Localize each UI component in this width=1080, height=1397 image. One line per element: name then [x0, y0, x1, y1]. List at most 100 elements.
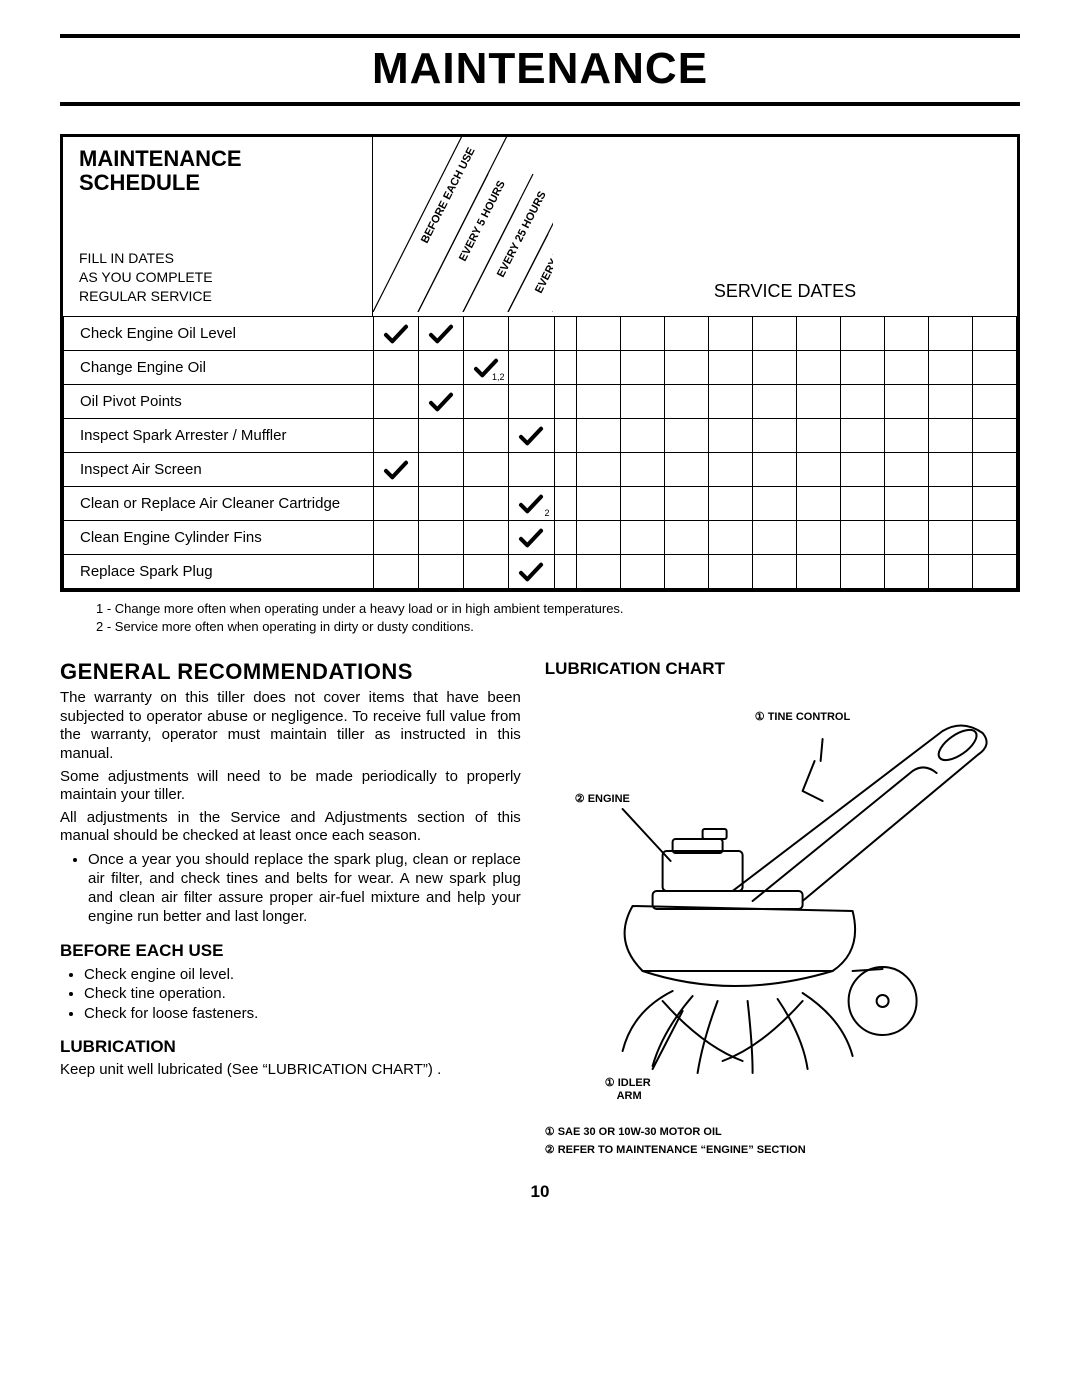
service-date-cell[interactable]	[840, 385, 884, 419]
service-date-cell[interactable]	[796, 521, 840, 555]
service-date-cell[interactable]	[928, 351, 972, 385]
service-date-cell[interactable]	[884, 317, 928, 351]
service-date-cell[interactable]	[796, 555, 840, 589]
service-date-cell[interactable]	[840, 521, 884, 555]
service-date-cell[interactable]	[796, 385, 840, 419]
service-date-cell[interactable]	[752, 419, 796, 453]
service-date-cell[interactable]	[554, 555, 576, 589]
service-date-cell[interactable]	[554, 385, 576, 419]
service-date-cell[interactable]	[972, 453, 1016, 487]
service-date-cell[interactable]	[620, 555, 664, 589]
service-date-cell[interactable]	[796, 453, 840, 487]
service-date-cell[interactable]	[840, 317, 884, 351]
service-date-cell[interactable]	[708, 317, 752, 351]
service-date-cell[interactable]	[576, 385, 620, 419]
service-date-cell[interactable]	[554, 453, 576, 487]
service-date-cell[interactable]	[664, 317, 708, 351]
service-date-cell[interactable]	[840, 453, 884, 487]
service-date-cell[interactable]	[972, 419, 1016, 453]
service-date-cell[interactable]	[972, 385, 1016, 419]
service-date-cell[interactable]	[972, 317, 1016, 351]
service-date-cell[interactable]	[708, 419, 752, 453]
service-date-cell[interactable]	[972, 521, 1016, 555]
service-date-cell[interactable]	[928, 453, 972, 487]
service-date-cell[interactable]	[554, 521, 576, 555]
service-date-cell[interactable]	[620, 453, 664, 487]
service-date-cell[interactable]	[972, 351, 1016, 385]
service-date-cell[interactable]	[664, 419, 708, 453]
service-date-cell[interactable]	[708, 521, 752, 555]
service-date-cell[interactable]	[576, 555, 620, 589]
service-date-cell[interactable]	[708, 555, 752, 589]
service-date-cell[interactable]	[884, 351, 928, 385]
service-date-cell[interactable]	[884, 555, 928, 589]
service-date-cell[interactable]	[576, 521, 620, 555]
service-date-cell[interactable]	[708, 487, 752, 521]
before-heading: BEFORE EACH USE	[60, 941, 521, 961]
check-icon	[419, 317, 463, 350]
service-date-cell[interactable]	[554, 317, 576, 351]
service-date-cell[interactable]	[664, 555, 708, 589]
service-date-cell[interactable]	[708, 385, 752, 419]
service-date-cell[interactable]	[972, 487, 1016, 521]
service-date-cell[interactable]	[620, 317, 664, 351]
service-date-cell[interactable]	[708, 453, 752, 487]
service-date-cell[interactable]	[576, 419, 620, 453]
service-date-cell[interactable]	[840, 555, 884, 589]
service-date-cell[interactable]	[752, 453, 796, 487]
table-row: Oil Pivot Points	[64, 385, 1017, 419]
service-date-cell[interactable]	[884, 487, 928, 521]
service-date-cell[interactable]	[972, 555, 1016, 589]
service-date-cell[interactable]	[664, 351, 708, 385]
service-date-cell[interactable]	[840, 487, 884, 521]
service-date-cell[interactable]	[576, 351, 620, 385]
service-date-cell[interactable]	[752, 317, 796, 351]
check-icon	[374, 453, 418, 486]
service-date-cell[interactable]	[620, 521, 664, 555]
service-date-cell[interactable]	[752, 555, 796, 589]
service-date-cell[interactable]	[752, 487, 796, 521]
service-date-cell[interactable]	[928, 555, 972, 589]
service-date-cell[interactable]	[884, 453, 928, 487]
service-date-cell[interactable]	[928, 317, 972, 351]
interval-cell	[464, 487, 509, 521]
service-date-cell[interactable]	[752, 521, 796, 555]
service-date-cell[interactable]	[796, 487, 840, 521]
service-date-cell[interactable]	[576, 453, 620, 487]
service-date-cell[interactable]	[554, 351, 576, 385]
service-date-cell[interactable]	[664, 453, 708, 487]
service-date-cell[interactable]	[664, 385, 708, 419]
service-date-cell[interactable]	[796, 419, 840, 453]
service-date-cell[interactable]	[620, 385, 664, 419]
service-date-cell[interactable]	[928, 521, 972, 555]
service-date-cell[interactable]	[708, 351, 752, 385]
service-date-cell[interactable]	[796, 317, 840, 351]
service-date-cell[interactable]	[884, 521, 928, 555]
service-date-cell[interactable]	[554, 419, 576, 453]
service-date-cell[interactable]	[664, 521, 708, 555]
table-row: Clean Engine Cylinder Fins	[64, 521, 1017, 555]
general-p1: The warranty on this tiller does not cov…	[60, 689, 521, 763]
general-p2: Some adjustments will need to be made pe…	[60, 768, 521, 805]
service-date-cell[interactable]	[928, 385, 972, 419]
service-date-cell[interactable]	[576, 317, 620, 351]
service-date-cell[interactable]	[884, 385, 928, 419]
task-cell: Clean Engine Cylinder Fins	[64, 521, 374, 555]
service-date-cell[interactable]	[928, 487, 972, 521]
check-icon: 1,2	[464, 351, 508, 384]
service-date-cell[interactable]	[620, 351, 664, 385]
service-date-cell[interactable]	[620, 419, 664, 453]
service-date-cell[interactable]	[840, 351, 884, 385]
service-date-cell[interactable]	[928, 419, 972, 453]
service-date-cell[interactable]	[884, 419, 928, 453]
service-date-cell[interactable]	[664, 487, 708, 521]
service-date-cell[interactable]	[796, 351, 840, 385]
service-date-cell[interactable]	[620, 487, 664, 521]
service-date-cell[interactable]	[554, 487, 576, 521]
service-date-cell[interactable]	[840, 419, 884, 453]
service-date-cell[interactable]	[752, 351, 796, 385]
check-icon	[509, 555, 553, 588]
service-date-cell[interactable]	[752, 385, 796, 419]
table-row: Inspect Air Screen	[64, 453, 1017, 487]
service-date-cell[interactable]	[576, 487, 620, 521]
